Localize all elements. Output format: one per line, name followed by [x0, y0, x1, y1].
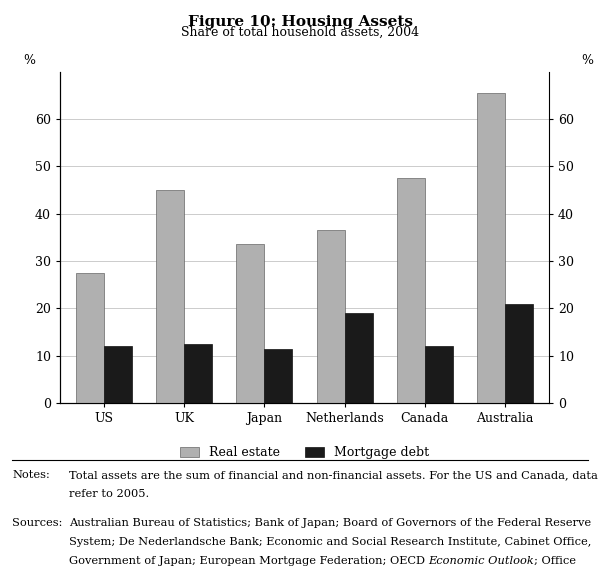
Text: Total assets are the sum of financial and non-financial assets. For the US and C: Total assets are the sum of financial an…	[69, 470, 598, 480]
Text: %: %	[23, 54, 35, 66]
Text: Sources:: Sources:	[12, 518, 62, 528]
Bar	[104, 347, 132, 403]
Text: Notes:: Notes:	[12, 470, 50, 480]
Text: Australian Bureau of Statistics; Bank of Japan; Board of Governors of the Federa: Australian Bureau of Statistics; Bank of…	[69, 518, 591, 528]
Bar	[265, 349, 292, 403]
Bar	[477, 93, 505, 403]
Text: Share of total household assets, 2004: Share of total household assets, 2004	[181, 26, 419, 39]
Bar	[344, 313, 373, 403]
Bar	[317, 231, 344, 403]
Text: ; Office: ; Office	[535, 556, 577, 566]
Bar	[505, 304, 533, 403]
Bar	[76, 273, 104, 403]
Bar	[184, 344, 212, 403]
Bar	[397, 178, 425, 403]
Text: Economic Outlook: Economic Outlook	[428, 556, 535, 566]
Text: System; De Nederlandsche Bank; Economic and Social Research Institute, Cabinet O: System; De Nederlandsche Bank; Economic …	[69, 537, 592, 547]
Bar	[236, 244, 265, 403]
Text: refer to 2005.: refer to 2005.	[69, 489, 149, 499]
Legend: Real estate, Mortgage debt: Real estate, Mortgage debt	[175, 441, 434, 464]
Bar	[425, 347, 453, 403]
Text: Government of Japan; European Mortgage Federation; OECD: Government of Japan; European Mortgage F…	[69, 556, 428, 566]
Text: Figure 10: Housing Assets: Figure 10: Housing Assets	[187, 15, 413, 29]
Bar	[156, 190, 184, 403]
Text: %: %	[581, 54, 593, 66]
